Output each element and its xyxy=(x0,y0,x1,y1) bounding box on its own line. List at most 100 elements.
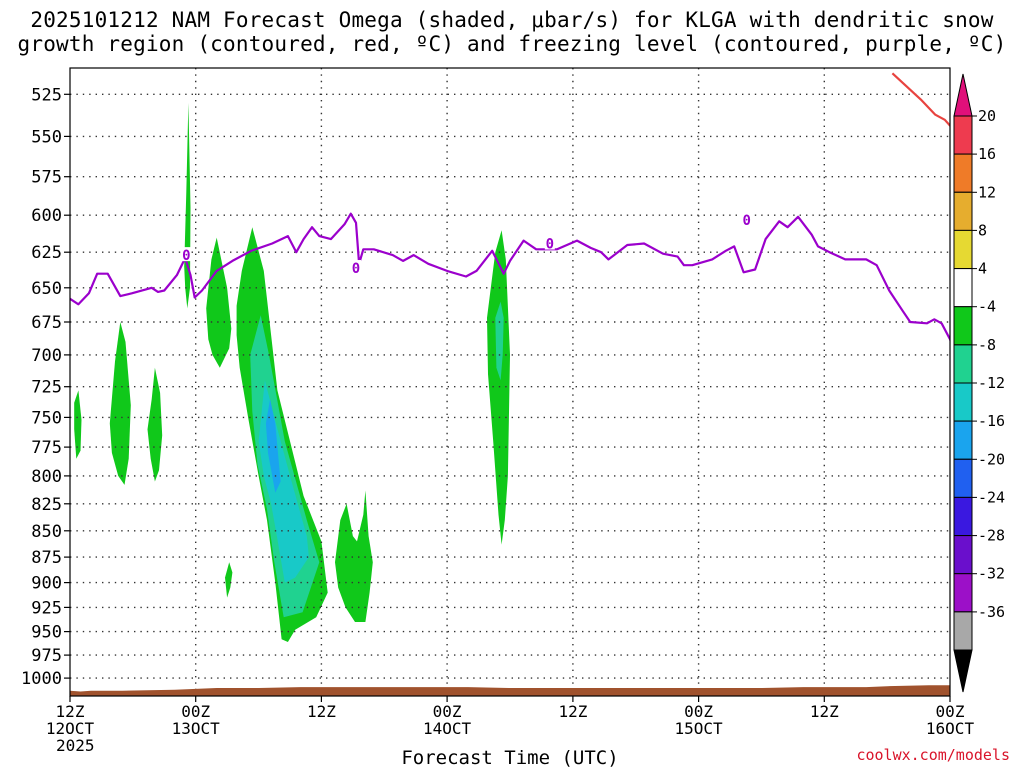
omega-region xyxy=(206,237,232,368)
omega-region xyxy=(487,230,510,545)
omega-region xyxy=(109,322,131,485)
omega-region xyxy=(258,380,309,583)
freezing-level-label-bg xyxy=(544,235,555,250)
y-tick-label: 975 xyxy=(31,646,62,666)
y-tick-label: 750 xyxy=(31,408,62,428)
colorbar-segment xyxy=(953,344,973,384)
x-tick-label: 12OCT xyxy=(46,719,95,738)
x-tick-label: 00Z xyxy=(433,702,462,721)
terrain-fill xyxy=(70,685,950,696)
colorbar-segment xyxy=(953,382,973,422)
omega-region xyxy=(74,390,82,459)
x-tick-label: 13OCT xyxy=(172,719,221,738)
colorbar-segment xyxy=(953,496,973,536)
freezing-level-label: 0 xyxy=(743,213,751,229)
x-tick-label: 00Z xyxy=(181,702,210,721)
omega-region xyxy=(147,367,163,482)
colorbar-top-arrow xyxy=(953,73,973,117)
colorbar: 20 16 12 8 4 -4 -8 -12 -16 -20 -24 -28 -32 -36 xyxy=(953,73,1005,693)
omega-region xyxy=(495,301,504,381)
colorbar-label: 12 xyxy=(978,183,996,201)
y-tick-label: 1000 xyxy=(21,669,62,689)
y-tick-label: 600 xyxy=(31,206,62,226)
colorbar-label: -20 xyxy=(978,450,1005,468)
freezing-level-line xyxy=(70,212,950,343)
colorbar-label: -8 xyxy=(978,336,996,354)
freezing-level-label-bg xyxy=(181,247,192,262)
colorbar-segment xyxy=(953,611,973,651)
colorbar-label: 20 xyxy=(978,107,996,125)
y-tick-label: 525 xyxy=(31,85,62,105)
y-tick-label: 550 xyxy=(31,127,62,147)
plot-frame xyxy=(69,67,951,697)
x-tick-label: 14OCT xyxy=(423,719,472,738)
terrain-layer xyxy=(70,685,950,696)
colorbar-segment xyxy=(953,535,973,575)
x-tick-label: 2025 xyxy=(56,736,95,755)
omega-region xyxy=(184,102,191,309)
colorbar-segment xyxy=(953,573,973,613)
y-tick-label: 700 xyxy=(31,346,62,366)
x-axis-label: Forecast Time (UTC) xyxy=(401,747,618,768)
omega-region xyxy=(211,429,217,493)
colorbar-label: 4 xyxy=(978,260,987,278)
y-tick-label: 925 xyxy=(31,598,62,618)
x-tick-label: 00Z xyxy=(936,702,965,721)
chart-title-line2: growth region (contoured, red, ºC) and f… xyxy=(17,32,1007,56)
grid-lines xyxy=(70,68,950,696)
colorbar-label: -4 xyxy=(978,298,996,316)
x-tick-label: 12Z xyxy=(56,702,85,721)
dgz-line xyxy=(891,72,950,128)
chart-title-line1: 2025101212 NAM Forecast Omega (shaded, μ… xyxy=(30,8,994,32)
y-tick-label: 950 xyxy=(31,623,62,643)
colorbar-label: 16 xyxy=(978,145,996,163)
omega-region xyxy=(265,399,281,493)
omega-region xyxy=(335,490,373,622)
colorbar-segment xyxy=(953,191,973,231)
y-tick-label: 875 xyxy=(31,548,62,568)
y-tick-label: 575 xyxy=(31,168,62,188)
freezing-level-label: 0 xyxy=(546,236,554,252)
y-tick-label: 650 xyxy=(31,279,62,299)
y-tick-label: 900 xyxy=(31,574,62,594)
colorbar-segment xyxy=(953,306,973,346)
x-tick-label: 15OCT xyxy=(675,719,724,738)
colorbar-label: -36 xyxy=(978,603,1005,621)
y-tick-label: 625 xyxy=(31,243,62,263)
contour-lines: 0 0 0 0 xyxy=(70,72,950,343)
y-tick-label: 675 xyxy=(31,313,62,333)
colorbar-segment xyxy=(953,458,973,498)
colorbar-segment xyxy=(953,115,973,155)
y-axis-ticks: 525 550 575 600 625 650 675 700 725 750 775 800 825 8… xyxy=(21,85,70,689)
y-tick-label: 725 xyxy=(31,378,62,398)
freezing-level-label: 0 xyxy=(182,248,190,264)
freezing-level-label-bg xyxy=(741,211,752,226)
x-tick-label: 12Z xyxy=(810,702,839,721)
y-tick-label: 800 xyxy=(31,467,62,487)
colorbar-bottom-arrow xyxy=(953,649,973,693)
y-tick-label: 775 xyxy=(31,438,62,458)
x-tick-label: 12Z xyxy=(307,702,336,721)
colorbar-segment xyxy=(953,268,973,308)
omega-region xyxy=(225,562,233,598)
x-tick-label: 16OCT xyxy=(926,719,975,738)
colorbar-label: -28 xyxy=(978,527,1005,545)
x-tick-label: 00Z xyxy=(684,702,713,721)
colorbar-label: -24 xyxy=(978,488,1005,506)
freezing-level-label: 0 xyxy=(352,261,360,277)
y-tick-label: 850 xyxy=(31,522,62,542)
colorbar-segment xyxy=(953,420,973,460)
y-tick-label: 825 xyxy=(31,495,62,515)
colorbar-label: 8 xyxy=(978,221,987,239)
colorbar-segment xyxy=(953,229,973,269)
colorbar-label: -12 xyxy=(978,374,1005,392)
credit-text[interactable]: coolwx.com/models xyxy=(856,746,1010,764)
colorbar-label: -16 xyxy=(978,412,1005,430)
colorbar-label: -32 xyxy=(978,565,1005,583)
omega-shading-layer xyxy=(74,102,510,642)
x-tick-label: 12Z xyxy=(558,702,587,721)
freezing-level-label-bg xyxy=(351,260,361,275)
colorbar-segment xyxy=(953,153,973,193)
